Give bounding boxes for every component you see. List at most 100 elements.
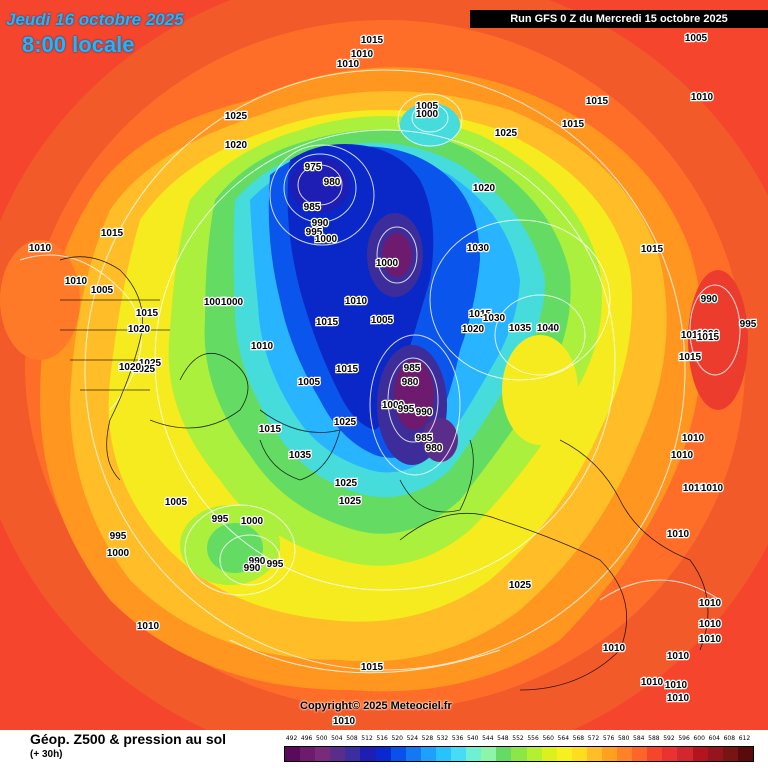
legend-swatch [481, 747, 497, 761]
pressure-label: 985 [416, 433, 433, 444]
legend-swatch [285, 747, 301, 761]
map-title: Géop. Z500 & pression au sol [30, 731, 227, 747]
pressure-label: 1020 [119, 362, 142, 373]
legend-label: 552 [512, 735, 524, 742]
pressure-label: 1025 [334, 417, 357, 428]
pressure-label: 1010 [671, 450, 694, 461]
legend-label: 580 [617, 735, 630, 742]
pressure-label: 1010 [699, 598, 722, 609]
legend-label: 520 [391, 735, 403, 742]
pressure-label: 1010 [337, 59, 360, 70]
pressure-label: 1015 [679, 352, 702, 363]
pressure-label: 995 [398, 404, 415, 415]
pressure-label: 1010 [691, 92, 714, 103]
pressure-label: 1015 [641, 244, 664, 255]
legend-swatch [541, 747, 557, 761]
pressure-label: 1025 [495, 128, 518, 139]
pressure-label: 1025 [225, 111, 248, 122]
legend-swatch [360, 747, 376, 761]
legend-swatch [586, 747, 602, 761]
legend-label: 548 [497, 735, 509, 742]
legend-swatch [496, 747, 512, 761]
legend-swatch [435, 747, 452, 761]
pressure-label: 1040 [537, 323, 560, 334]
pressure-label: 1015 [562, 119, 585, 130]
pressure-label: 1015 [361, 662, 384, 673]
legend-label: 600 [693, 735, 705, 742]
pressure-label: 1015 [136, 308, 159, 319]
legend-swatch [451, 747, 467, 761]
pressure-label: 1000 [315, 234, 338, 245]
pressure-label: 1020 [225, 140, 248, 151]
pressure-label: 1010 [683, 483, 706, 494]
pressure-label: 1030 [467, 243, 490, 254]
legend-label: 508 [346, 735, 358, 742]
legend-label: 532 [436, 735, 449, 742]
pressure-label: 1025 [335, 478, 358, 489]
pressure-label: 1010 [345, 296, 368, 307]
legend-label: 596 [678, 735, 690, 742]
pressure-label: 1025 [509, 580, 532, 591]
pressure-label: 1015 [697, 332, 720, 343]
pressure-label: 1035 [509, 323, 532, 334]
legend-label: 544 [482, 735, 494, 742]
pressure-label: 1000 [382, 400, 405, 411]
legend-label: 572 [587, 735, 600, 742]
legend-swatch [315, 747, 331, 761]
pressure-label: 1005 [91, 285, 114, 296]
legend-swatch [556, 747, 572, 761]
weather-map: 1015101010101005101010151005100010251025… [0, 0, 768, 730]
pressure-label: 1005 [685, 33, 708, 44]
pressure-label: 990 [249, 556, 266, 567]
pressure-label: 1005 [298, 377, 321, 388]
pressure-label: 980 [402, 377, 419, 388]
legend-swatch [601, 747, 618, 761]
pressure-label: 1010 [682, 433, 705, 444]
pressure-label: 1020 [128, 324, 151, 335]
pressure-label: 1010 [681, 330, 704, 341]
legend-label: 492 [285, 735, 298, 742]
legend-label: 528 [421, 735, 434, 742]
pressure-label: 1010 [667, 651, 690, 662]
legend-swatch [707, 747, 723, 761]
legend-label: 536 [451, 735, 464, 742]
pressure-label: 1020 [473, 183, 496, 194]
legend-label: 500 [316, 735, 328, 742]
pressure-label: 1015 [336, 364, 359, 375]
pressure-label: 1015 [586, 96, 609, 107]
legend-label: 556 [527, 735, 539, 742]
legend-label: 612 [738, 735, 751, 742]
pressure-label: 1010 [65, 276, 88, 287]
pressure-label: 1010 [29, 243, 52, 254]
pressure-label: 985 [404, 363, 421, 374]
legend-swatch [420, 747, 436, 761]
legend-swatch [330, 747, 346, 761]
pressure-label: 995 [267, 559, 284, 570]
legend-labels: 492 496 500 504 508 512 516 520 524 528 532 536 540 5… [280, 735, 750, 745]
pressure-label: 995 [212, 514, 229, 525]
legend-swatch [526, 747, 542, 761]
forecast-offset: (+ 30h) [30, 749, 63, 760]
pressure-label: 1010 [667, 529, 690, 540]
legend-label: 540 [466, 735, 479, 742]
pressure-label: 1010 [667, 693, 690, 704]
pressure-label: 1000 [241, 516, 264, 527]
legend-label: 568 [572, 735, 585, 742]
pressure-label: 1005 [416, 101, 439, 112]
pressure-label: 995 [740, 319, 757, 330]
pressure-label: 995 [110, 531, 127, 542]
pressure-label: 1025 [133, 364, 156, 375]
legend-swatch [300, 747, 316, 761]
legend-swatch [511, 747, 527, 761]
pressure-label: 1015 [259, 424, 282, 435]
pressure-label: 1010 [603, 643, 626, 654]
legend-swatch [617, 747, 633, 761]
pressure-label: 980 [426, 443, 443, 454]
pressure-label: 1000 [416, 109, 439, 120]
pressure-label: 1005 [371, 315, 394, 326]
pressure-label: 1010 [699, 619, 722, 630]
pressure-label: 990 [244, 563, 261, 574]
legend-label: 588 [648, 735, 660, 742]
pressure-label: 1015 [101, 228, 124, 239]
legend-label: 560 [542, 735, 554, 742]
